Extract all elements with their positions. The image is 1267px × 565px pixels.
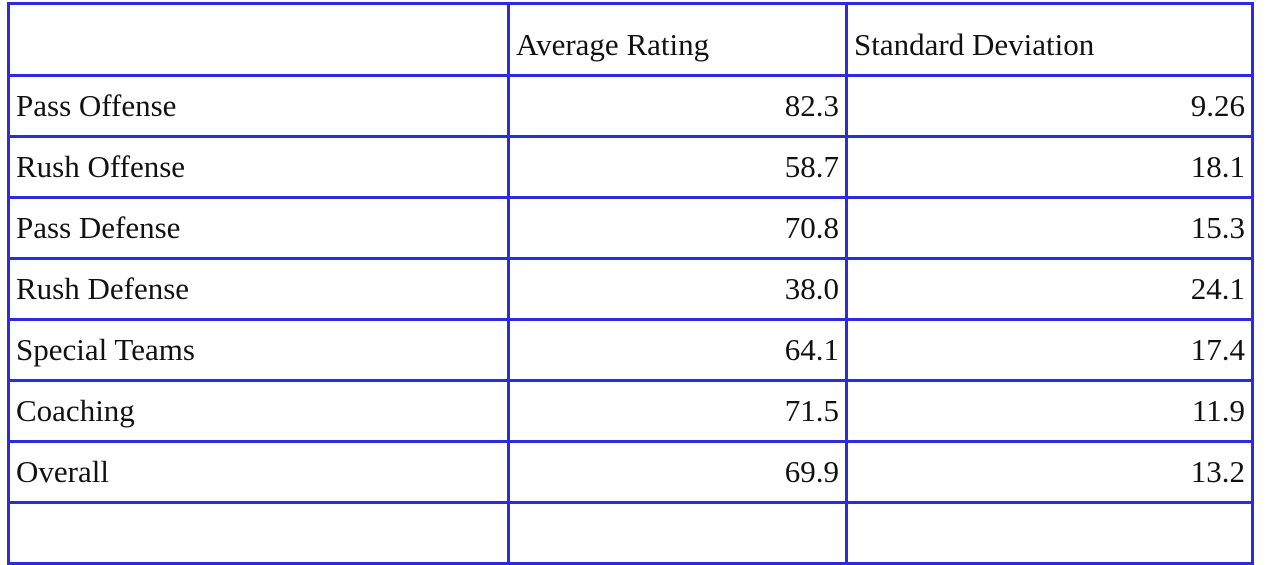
row-label: Pass Offense bbox=[7, 74, 510, 138]
value-cell: 70.8 bbox=[507, 196, 848, 260]
value-cell: 24.1 bbox=[845, 257, 1254, 321]
corner-cell bbox=[7, 2, 510, 77]
cut-off-row bbox=[7, 501, 1254, 565]
value-cell: 18.1 bbox=[845, 135, 1254, 199]
table-row: Pass Defense 70.8 15.3 bbox=[7, 196, 1254, 260]
value-cell: 69.9 bbox=[507, 440, 848, 504]
column-header: Average Rating bbox=[507, 2, 848, 77]
value-cell: 71.5 bbox=[507, 379, 848, 443]
row-label: Pass Defense bbox=[7, 196, 510, 260]
value-cell: 11.9 bbox=[845, 379, 1254, 443]
value-cell: 82.3 bbox=[507, 74, 848, 138]
row-label: Overall bbox=[7, 440, 510, 504]
table-row: Rush Defense 38.0 24.1 bbox=[7, 257, 1254, 321]
empty-cell bbox=[7, 501, 510, 565]
table-row: Overall 69.9 13.2 bbox=[7, 440, 1254, 504]
column-header: Standard Deviation bbox=[845, 2, 1254, 77]
value-cell: 38.0 bbox=[507, 257, 848, 321]
page: Average Rating Standard Deviation Pass O… bbox=[7, 2, 1254, 565]
empty-cell bbox=[845, 501, 1254, 565]
value-cell: 15.3 bbox=[845, 196, 1254, 260]
table-row: Pass Offense 82.3 9.26 bbox=[7, 74, 1254, 138]
empty-cell bbox=[507, 501, 848, 565]
table-row: Coaching 71.5 11.9 bbox=[7, 379, 1254, 443]
value-cell: 9.26 bbox=[845, 74, 1254, 138]
value-cell: 17.4 bbox=[845, 318, 1254, 382]
row-label: Coaching bbox=[7, 379, 510, 443]
value-cell: 13.2 bbox=[845, 440, 1254, 504]
table-row: Special Teams 64.1 17.4 bbox=[7, 318, 1254, 382]
row-label: Rush Defense bbox=[7, 257, 510, 321]
table-row: Rush Offense 58.7 18.1 bbox=[7, 135, 1254, 199]
value-cell: 58.7 bbox=[507, 135, 848, 199]
ratings-table: Average Rating Standard Deviation Pass O… bbox=[7, 2, 1254, 565]
row-label: Special Teams bbox=[7, 318, 510, 382]
value-cell: 64.1 bbox=[507, 318, 848, 382]
table-body: Pass Offense 82.3 9.26 Rush Offense 58.7 18.1… bbox=[7, 74, 1254, 565]
header-row: Average Rating Standard Deviation bbox=[7, 2, 1254, 77]
row-label: Rush Offense bbox=[7, 135, 510, 199]
